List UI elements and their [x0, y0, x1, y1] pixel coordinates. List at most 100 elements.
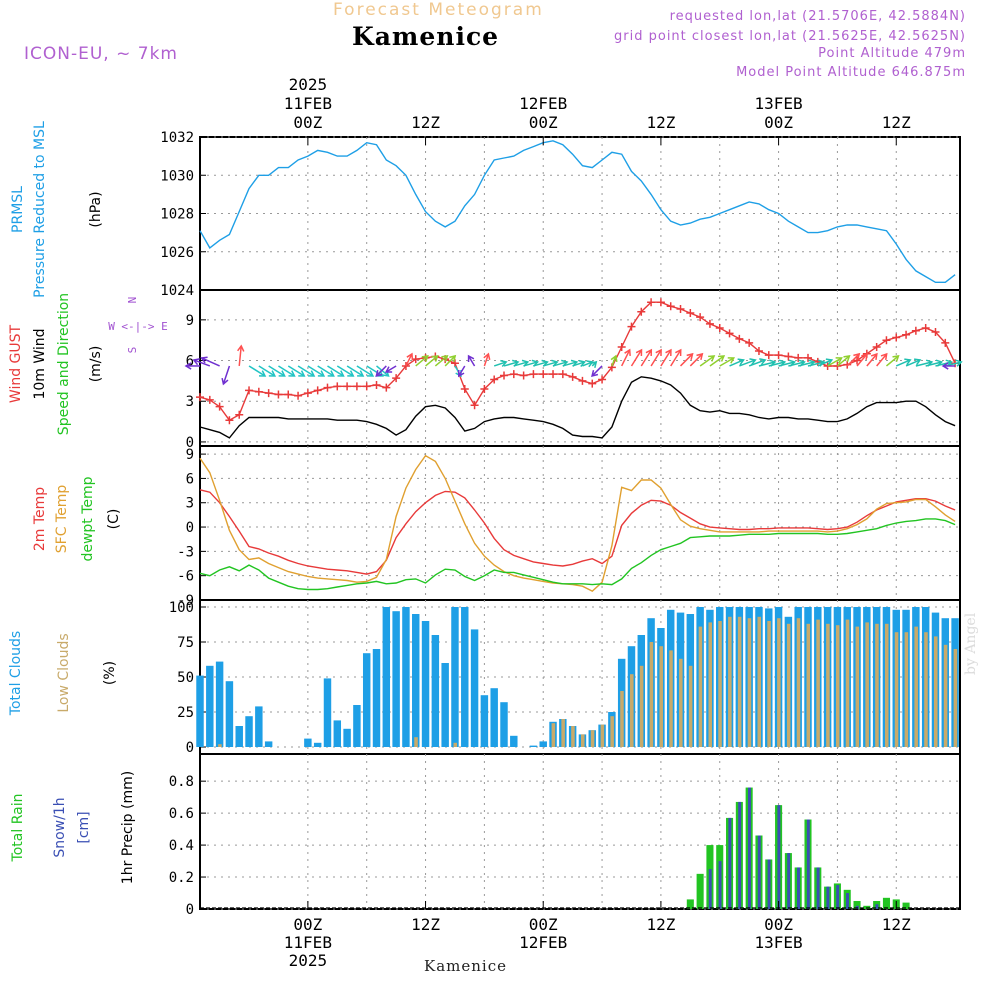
snow-bar — [728, 817, 732, 909]
cloud-low-bar — [806, 623, 811, 747]
wind-arrow — [729, 359, 744, 367]
wind-arrow — [788, 361, 805, 367]
wind-arrow — [336, 365, 354, 377]
wind-arrowhead — [635, 348, 643, 356]
wind-arrowhead — [317, 370, 326, 377]
gust-marker — [558, 370, 567, 379]
wind-arrow — [327, 365, 344, 377]
wind-arrowhead — [645, 348, 653, 356]
temperature-label-2: dewpt Temp — [80, 476, 96, 561]
wind-arrow — [768, 361, 785, 367]
cloud-low-bar — [835, 625, 840, 747]
cloud-low-bar — [698, 626, 703, 747]
cloud-low-bar — [649, 642, 654, 747]
info-gridpoint: grid point closest lon,lat (21.5625E, 42… — [614, 29, 966, 44]
gust-marker — [833, 361, 842, 370]
wind-arrow — [458, 365, 466, 377]
wind-arrowhead — [665, 348, 672, 356]
wind-arrow — [611, 355, 617, 367]
wind-arrowhead — [458, 369, 465, 378]
pressure-ytick-label: 1030 — [160, 168, 194, 184]
cloud-total-bar — [382, 607, 391, 747]
precip-ytick-label: 0.8 — [169, 774, 194, 790]
gust-marker — [853, 356, 862, 365]
cloud-low-bar — [414, 737, 418, 747]
gust-marker — [921, 323, 930, 332]
gust-marker — [725, 329, 734, 338]
gust-marker — [352, 382, 361, 391]
wind-arrowhead — [327, 370, 335, 377]
gust-marker — [529, 370, 538, 379]
pressure-label-2: (hPa) — [88, 191, 104, 227]
wind-arrow — [885, 355, 899, 367]
time-label-bottom: 12Z — [882, 915, 911, 934]
wind-arrow — [238, 345, 242, 367]
gust-marker — [490, 375, 499, 384]
wind-arrow — [268, 365, 286, 377]
cloud-low-bar — [796, 618, 801, 747]
cloud-low-bar — [924, 632, 928, 747]
wind-arrow — [562, 361, 578, 367]
wind-arrow — [543, 361, 558, 367]
time-label-bottom: 12FEB — [519, 933, 567, 952]
wind-arrow — [719, 357, 735, 367]
snow-bar — [718, 861, 722, 909]
wind-arrow — [493, 361, 507, 367]
gust-marker — [500, 371, 508, 380]
snow-bar — [787, 853, 791, 909]
wind-arrowhead — [384, 366, 393, 373]
precip-ytick-label: 0.6 — [169, 806, 194, 822]
gust-marker — [460, 385, 469, 394]
info-altitude: Point Altitude 479m — [818, 46, 966, 61]
wind-arrow — [434, 355, 448, 367]
time-label-top: 00Z — [764, 113, 793, 132]
wind-arrowhead — [421, 355, 429, 362]
gust-marker — [715, 323, 724, 332]
wind-arrowhead — [870, 352, 878, 361]
cloud-total-bar — [451, 607, 459, 747]
wind-ytick-label: 6 — [186, 354, 194, 370]
gust-marker — [343, 382, 352, 391]
gust-marker — [196, 393, 204, 402]
wind-label-2: Speed and Direction — [56, 293, 72, 435]
cloud-low-bar — [708, 622, 712, 747]
precip-label-0: Total Rain — [10, 794, 26, 863]
snow-bar — [767, 859, 771, 909]
gust-marker — [235, 410, 244, 419]
cloud-low-bar — [845, 619, 850, 747]
cloud-total-bar — [255, 706, 263, 747]
wind-arrow — [297, 365, 315, 377]
gust-marker — [372, 380, 381, 389]
wind-arrowhead — [278, 370, 286, 377]
cloud-low-bar — [894, 632, 899, 747]
cloud-total-bar — [539, 741, 547, 747]
wind-label-0: Wind GUST — [8, 324, 24, 403]
wind-arrowhead — [337, 370, 345, 377]
wind-arrowhead — [655, 348, 662, 356]
gust-marker — [303, 389, 312, 398]
page-title: Kamenice — [352, 22, 500, 51]
gust-marker — [382, 383, 391, 392]
cloud-low-bar — [718, 621, 722, 747]
wind-arrow — [258, 365, 276, 377]
wind-ytick-label: 0 — [186, 435, 194, 451]
compass-south: S — [126, 347, 139, 354]
snow-bar — [826, 886, 830, 909]
cloud-low-bar — [934, 636, 938, 747]
cloud-low-bar — [688, 665, 693, 747]
snow-bar — [777, 805, 781, 909]
wind-arrowhead — [914, 358, 922, 366]
cloud-total-bar — [529, 745, 538, 747]
snow-bar — [708, 869, 712, 909]
rain-bar — [853, 901, 861, 909]
wind-arrowhead — [467, 354, 475, 362]
cloud-total-bar — [362, 653, 371, 747]
gust-marker — [774, 351, 783, 360]
temperature-ytick-label: 9 — [186, 447, 194, 463]
temperature-ytick-label: -3 — [177, 544, 194, 560]
pressure-series-line-0 — [199, 140, 956, 283]
cloud-low-bar — [816, 619, 820, 747]
cloud-low-bar — [679, 658, 683, 747]
cloud-total-bar — [313, 742, 322, 747]
